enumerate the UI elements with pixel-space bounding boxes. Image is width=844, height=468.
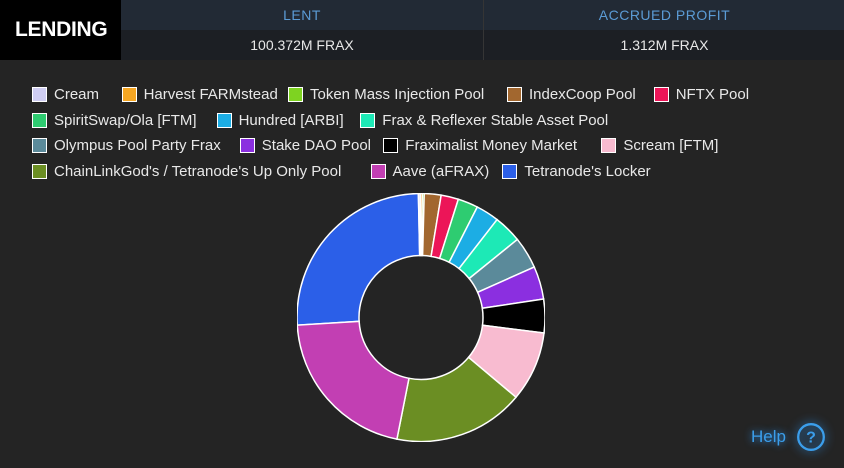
svg-text:?: ? <box>806 430 816 447</box>
